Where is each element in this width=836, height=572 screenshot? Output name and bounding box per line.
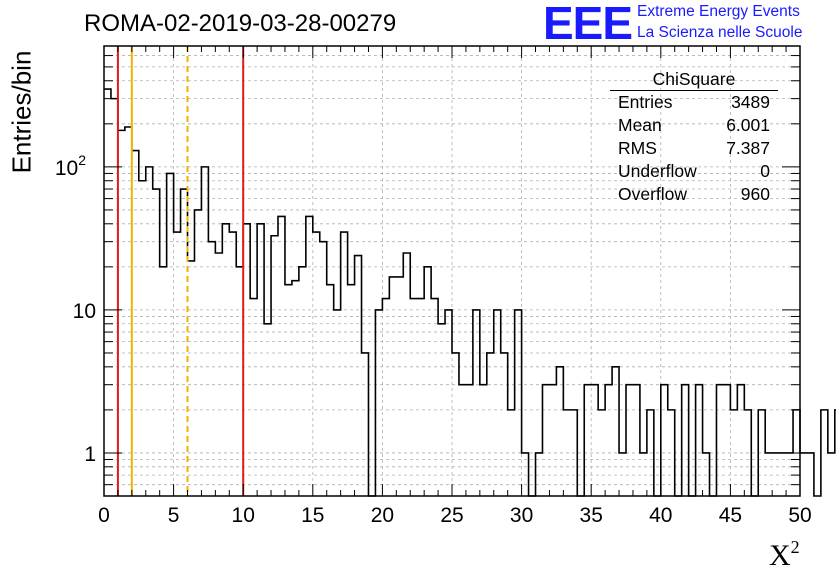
stats-row: Underflow 0 xyxy=(610,160,778,183)
stats-row: Entries 3489 xyxy=(610,91,778,114)
x-tick-label: 5 xyxy=(168,504,180,527)
stats-label: Mean xyxy=(618,115,662,135)
x-tick-label: 0 xyxy=(98,504,110,527)
stats-label: Overflow xyxy=(618,184,688,204)
x-tick-label: 45 xyxy=(719,504,742,527)
eee-logo: EEE xyxy=(543,0,633,49)
stats-row: Mean 6.001 xyxy=(610,114,778,137)
x-tick-label: 20 xyxy=(371,504,394,527)
stats-value: 960 xyxy=(740,184,770,204)
axis-ticks xyxy=(103,46,801,496)
y-tick-label: 1 xyxy=(84,443,96,466)
reference-lines xyxy=(116,46,245,496)
stats-row: Overflow 960 xyxy=(610,183,778,206)
x-tick-label: 10 xyxy=(232,504,255,527)
y-tick-labels: 1 10 102 xyxy=(55,152,96,466)
stats-value: 7.387 xyxy=(726,138,770,158)
chart-title: ROMA-02-2019-03-28-00279 xyxy=(84,10,397,37)
stats-label: Underflow xyxy=(618,161,697,181)
stats-value: 3489 xyxy=(731,92,770,112)
stats-value: 6.001 xyxy=(726,115,770,135)
stats-row: RMS 7.387 xyxy=(610,137,778,160)
x-tick-label: 25 xyxy=(440,504,463,527)
y-tick-label: 10 xyxy=(73,300,96,323)
stats-box: ChiSquare Entries 3489 Mean 6.001 RMS 7.… xyxy=(610,68,778,206)
x-tick-labels: 0 5 10 15 20 25 30 35 40 45 50 xyxy=(98,504,812,527)
stats-name: ChiSquare xyxy=(610,68,778,91)
logo-text-line1: Extreme Energy Events xyxy=(637,3,800,20)
x-tick-label: 50 xyxy=(788,504,811,527)
logo-text-line2: La Scienza nelle Scuole xyxy=(637,24,803,41)
y-axis-label: Entries/bin xyxy=(6,50,37,174)
x-tick-label: 40 xyxy=(649,504,672,527)
stats-label: RMS xyxy=(618,138,657,158)
y-tick-label: 102 xyxy=(55,152,86,180)
x-tick-label: 15 xyxy=(301,504,324,527)
histogram-series xyxy=(104,88,836,497)
stats-label: Entries xyxy=(618,92,673,112)
histogram xyxy=(104,88,836,497)
stats-value: 0 xyxy=(760,161,770,181)
x-axis-label: X2 xyxy=(769,537,800,572)
x-tick-label: 35 xyxy=(580,504,603,527)
x-tick-label: 30 xyxy=(510,504,533,527)
